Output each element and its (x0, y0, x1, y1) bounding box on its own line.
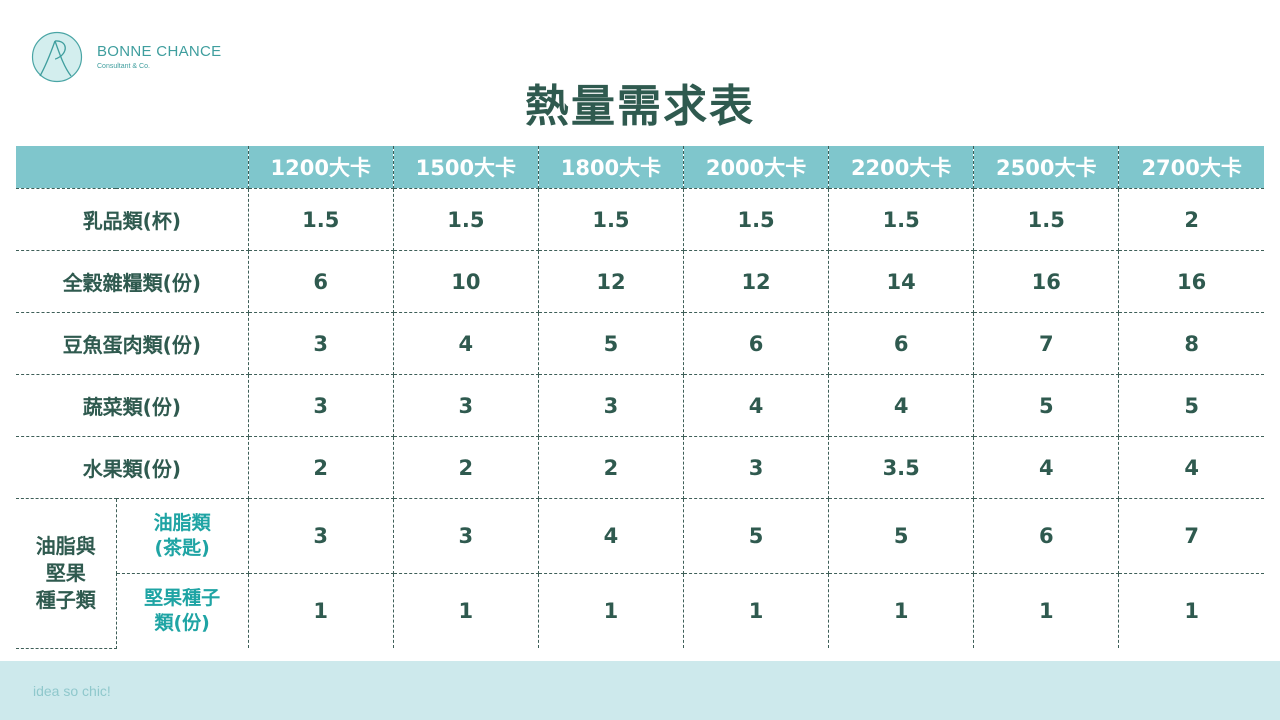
header-corner-cell (16, 146, 249, 189)
table-cell: 6 (973, 498, 1120, 574)
table-cell: 3 (682, 436, 830, 499)
table-cell: 1.5 (973, 188, 1120, 251)
table-cell: 14 (828, 250, 975, 313)
table-row: 蔬菜類(份) 3 3 3 4 4 5 5 (16, 374, 1264, 437)
table-cell: 2 (247, 436, 394, 499)
table-cell: 1 (392, 573, 539, 648)
page-title: 熱量需求表 (525, 81, 755, 132)
table-cell: 6 (247, 250, 394, 313)
table-cell: 3 (537, 374, 685, 437)
table-cell: 12 (682, 250, 830, 313)
table-row: 乳品類(杯) 1.5 1.5 1.5 1.5 1.5 1.5 2 (16, 188, 1264, 251)
table-cell: 16 (973, 250, 1120, 313)
table-cell: 4 (537, 498, 685, 574)
table-cell: 1.5 (828, 188, 975, 251)
table-cell: 3 (392, 498, 539, 574)
column-header: 1200大卡 (247, 146, 394, 189)
table-cell: 3 (247, 498, 394, 574)
sub-label-line: 類(份) (154, 612, 210, 634)
table-cell: 1.5 (392, 188, 539, 251)
sub-label-line: (茶匙) (154, 537, 210, 559)
column-header: 2700大卡 (1118, 146, 1264, 189)
table-cell: 1 (1118, 573, 1264, 648)
sub-row-label: 油脂類 (茶匙) (115, 498, 249, 574)
table-cell: 7 (973, 312, 1120, 375)
table-cell: 16 (1118, 250, 1264, 313)
footer-band: idea so chic! (0, 661, 1280, 720)
table-cell: 2 (537, 436, 685, 499)
table-cell: 4 (828, 374, 975, 437)
group-label-line: 堅果 (45, 560, 86, 585)
table-cell: 1 (682, 573, 830, 648)
brand-emblem-icon (31, 31, 83, 83)
table-cell: 1 (828, 573, 975, 648)
table-cell: 6 (682, 312, 830, 375)
table-cell: 7 (1118, 498, 1264, 574)
row-label: 水果類(份) (16, 436, 249, 499)
column-header: 2200大卡 (828, 146, 975, 189)
column-header: 1500大卡 (392, 146, 539, 189)
calorie-table: 1200大卡 1500大卡 1800大卡 2000大卡 2200大卡 2500大… (16, 146, 1264, 649)
row-label: 豆魚蛋肉類(份) (16, 312, 249, 375)
table-row: 水果類(份) 2 2 2 3 3.5 4 4 (16, 436, 1264, 499)
table-cell: 8 (1118, 312, 1264, 375)
table-header-row: 1200大卡 1500大卡 1800大卡 2000大卡 2200大卡 2500大… (16, 146, 1264, 189)
table-row: 全穀雜糧類(份) 6 10 12 12 14 16 16 (16, 250, 1264, 313)
brand-logo: BONNE CHANCE Consultant & Co. (31, 31, 251, 85)
group-label-line: 種子類 (35, 587, 96, 612)
table-cell: 5 (537, 312, 685, 375)
table-row: 堅果種子 類(份) 1 1 1 1 1 1 1 (16, 573, 1264, 648)
table-cell: 5 (828, 498, 975, 574)
column-header: 2500大卡 (973, 146, 1120, 189)
table-cell: 4 (392, 312, 539, 375)
brand-subtitle: Consultant & Co. (97, 63, 150, 70)
column-header: 2000大卡 (682, 146, 830, 189)
table-cell: 12 (537, 250, 685, 313)
table-cell: 1.5 (247, 188, 394, 251)
table-cell: 1.5 (537, 188, 685, 251)
table-cell: 5 (973, 374, 1120, 437)
table-cell: 2 (392, 436, 539, 499)
table-cell: 5 (1118, 374, 1264, 437)
table-cell: 3 (247, 374, 394, 437)
table-cell: 1.5 (682, 188, 830, 251)
sub-label-line: 油脂類 (153, 512, 211, 534)
calorie-table-container: 1200大卡 1500大卡 1800大卡 2000大卡 2200大卡 2500大… (16, 146, 1264, 649)
column-header: 1800大卡 (537, 146, 685, 189)
table-cell: 3.5 (828, 436, 975, 499)
table-cell: 1 (537, 573, 685, 648)
sub-row-label: 堅果種子 類(份) (116, 573, 249, 648)
table-cell: 1 (247, 573, 394, 648)
row-label: 蔬菜類(份) (16, 374, 249, 437)
table-row: 豆魚蛋肉類(份) 3 4 5 6 6 7 8 (16, 312, 1264, 375)
footer-slogan: idea so chic! (33, 683, 111, 699)
group-label: 油脂與 堅果 種子類 (16, 498, 117, 649)
table-cell: 6 (828, 312, 975, 375)
group-label-line: 油脂與 (35, 533, 96, 558)
table-cell: 4 (1118, 436, 1264, 499)
sub-label-line: 堅果種子 (144, 587, 221, 609)
table-cell: 4 (682, 374, 830, 437)
table-cell: 3 (392, 374, 539, 437)
table-cell: 2 (1118, 188, 1264, 251)
table-row: 油脂與 堅果 種子類 油脂類 (茶匙) 3 3 4 5 5 6 7 (16, 498, 1264, 649)
table-cell: 4 (973, 436, 1120, 499)
table-cell: 10 (392, 250, 539, 313)
row-label: 乳品類(杯) (16, 188, 249, 251)
brand-name: BONNE CHANCE (97, 43, 222, 60)
table-cell: 3 (247, 312, 394, 375)
table-cell: 5 (682, 498, 830, 574)
row-label: 全穀雜糧類(份) (16, 250, 249, 313)
table-cell: 1 (973, 573, 1120, 648)
